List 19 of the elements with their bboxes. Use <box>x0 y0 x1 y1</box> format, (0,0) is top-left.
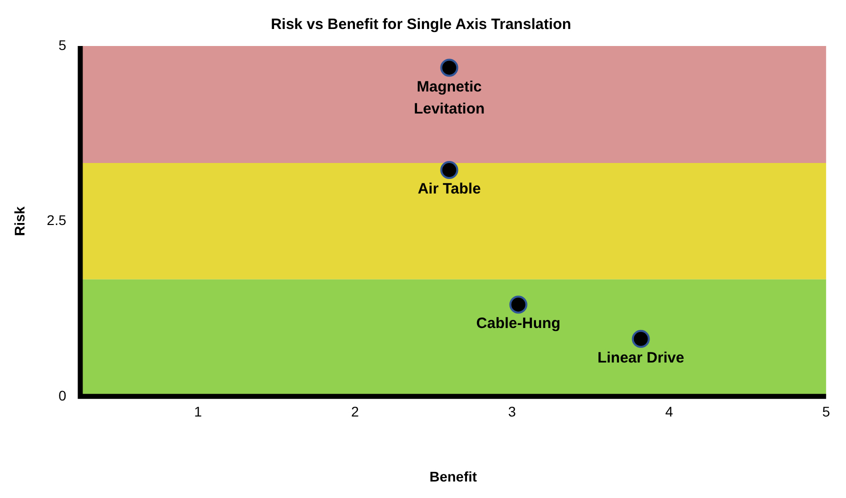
x-tick-label: 5 <box>822 404 830 420</box>
point <box>632 330 650 348</box>
annotation: Linear Drive <box>597 350 684 367</box>
chart-title: Risk vs Benefit for Single Axis Translation <box>270 16 572 34</box>
annotation: Cable-Hung <box>476 315 560 332</box>
y-tick-label: 5 <box>58 36 66 53</box>
point <box>509 296 528 314</box>
x-tick-label: 2 <box>351 404 360 420</box>
point <box>440 161 458 180</box>
x-tick-label: 4 <box>665 404 674 420</box>
y-tick-label: 2.5 <box>46 212 66 228</box>
point <box>440 58 458 77</box>
annotation: Magnetic Levitation <box>414 78 485 118</box>
x-axis-title: Benefit <box>429 468 478 484</box>
annotation: Air Table <box>418 180 481 198</box>
x-tick-label: 1 <box>194 404 202 420</box>
y-axis-title: Risk <box>11 206 28 236</box>
y-tick-label: 0 <box>58 387 66 404</box>
x-tick-label: 3 <box>508 404 516 420</box>
